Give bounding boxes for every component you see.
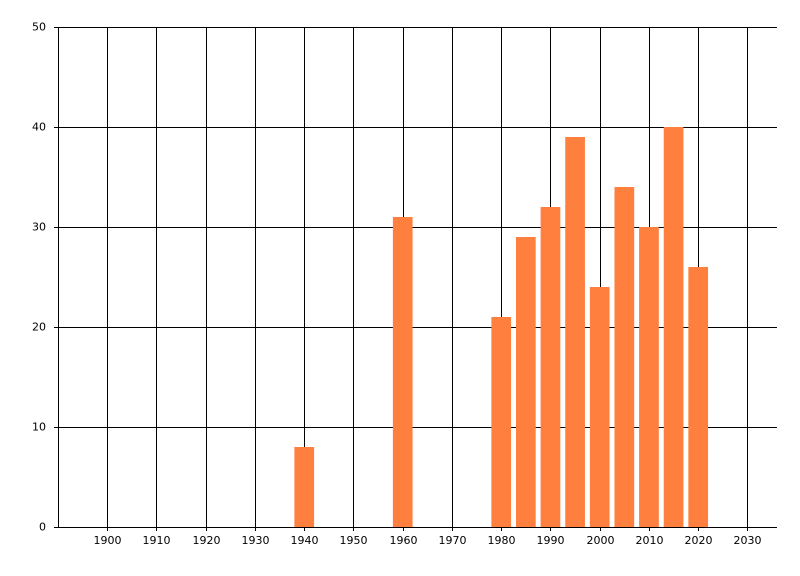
x-tick-label: 2000 bbox=[587, 534, 615, 547]
x-tick-label: 1920 bbox=[193, 534, 221, 547]
bar bbox=[540, 207, 561, 527]
bar bbox=[491, 317, 512, 527]
y-tick-label: 30 bbox=[32, 221, 46, 234]
bar bbox=[565, 137, 585, 527]
x-tick-label: 1910 bbox=[143, 534, 171, 547]
y-tick-label: 20 bbox=[32, 321, 46, 334]
x-tick-label: 1940 bbox=[291, 534, 319, 547]
x-tick-label: 1950 bbox=[340, 534, 368, 547]
bar bbox=[515, 237, 536, 527]
x-tick-label: 1900 bbox=[94, 534, 122, 547]
bar bbox=[639, 227, 659, 527]
y-tick-label: 40 bbox=[32, 121, 46, 134]
x-tick-label: 1980 bbox=[488, 534, 516, 547]
x-tick-label: 2020 bbox=[685, 534, 713, 547]
x-tick-label: 1930 bbox=[242, 534, 270, 547]
bar bbox=[688, 267, 709, 527]
y-tick-label: 10 bbox=[32, 421, 46, 434]
y-tick-label: 0 bbox=[39, 521, 46, 534]
bar bbox=[392, 217, 413, 527]
x-tick-label: 1990 bbox=[537, 534, 565, 547]
bar bbox=[614, 187, 635, 527]
bar bbox=[294, 447, 315, 527]
x-tick-label: 1970 bbox=[439, 534, 467, 547]
y-tick-label: 50 bbox=[32, 21, 46, 34]
bar bbox=[589, 287, 610, 527]
bar bbox=[663, 127, 684, 527]
x-tick-label: 2010 bbox=[636, 534, 664, 547]
x-tick-label: 1960 bbox=[390, 534, 418, 547]
x-tick-label: 2030 bbox=[734, 534, 762, 547]
